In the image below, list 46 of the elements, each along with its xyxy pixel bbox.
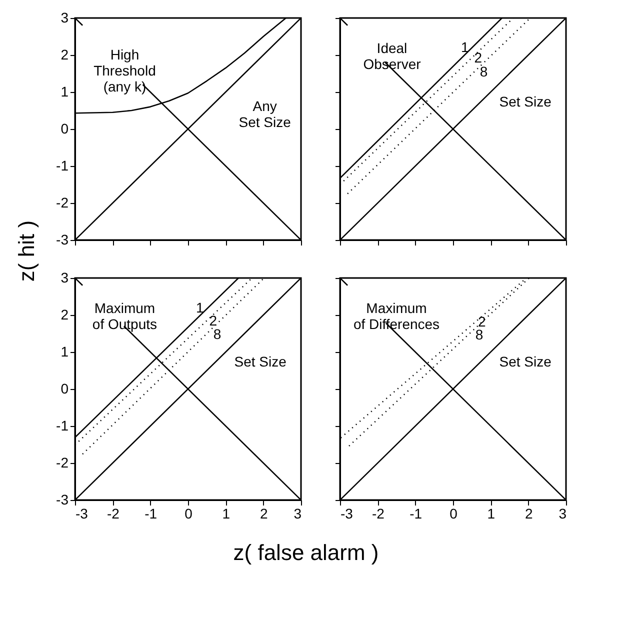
annotation: 1	[196, 300, 204, 316]
x-tick-label: -3	[340, 506, 354, 522]
y-tick-label: -1	[56, 418, 69, 434]
annotation: Ideal Observer	[363, 40, 422, 72]
x-tick-label: 2	[524, 506, 533, 522]
annotation: High Threshold (any k)	[94, 46, 156, 95]
x-tick-label: 1	[487, 506, 496, 522]
annotation: 8	[480, 63, 488, 80]
x-axis-title: z( false alarm )	[233, 540, 379, 565]
annotation: Any Set Size	[238, 98, 292, 130]
y-tick-label: 3	[60, 270, 69, 286]
annotation: Set Size	[499, 353, 552, 370]
y-tick-label: 2	[60, 46, 69, 62]
y-tick-label: -3	[56, 492, 69, 508]
y-tick-label: 3	[60, 10, 69, 26]
y-tick-label: 1	[60, 344, 69, 360]
annotation: 2	[209, 312, 218, 328]
y-tick-label: 0	[60, 380, 69, 396]
y-tick-label: -3	[56, 232, 69, 248]
annotation: 8	[213, 326, 222, 342]
x-tick-label: 0	[450, 506, 458, 522]
y-tick-label: -2	[56, 454, 69, 470]
annotation: 2	[478, 313, 486, 330]
y-tick-label: -2	[56, 194, 69, 210]
x-tick-label: 1	[222, 506, 230, 522]
y-axis-title: z( hit )	[14, 220, 39, 282]
x-tick-label: 0	[184, 506, 193, 522]
x-tick-label: -3	[76, 506, 88, 522]
annotation: 8	[475, 326, 484, 343]
x-tick-label: -2	[106, 506, 120, 522]
annotation: 1	[460, 38, 469, 55]
x-tick-label: -1	[144, 506, 158, 522]
x-tick-label: -2	[372, 506, 385, 522]
annotation: Maximum of Outputs	[92, 300, 158, 332]
annotation: 2	[474, 50, 482, 66]
x-tick-label: 3	[558, 506, 567, 522]
x-tick-label: -1	[410, 506, 422, 522]
annotation: Maximum of Differences	[353, 300, 440, 332]
y-tick-label: 1	[60, 84, 69, 100]
annotation: Set Size	[499, 93, 552, 110]
x-tick-label: 3	[294, 506, 302, 522]
y-tick-label: 0	[60, 120, 69, 136]
annotation: Set Size	[234, 353, 287, 370]
y-tick-label: 2	[60, 306, 69, 322]
y-tick-label: -1	[56, 158, 69, 174]
x-tick-label: 2	[260, 506, 268, 522]
